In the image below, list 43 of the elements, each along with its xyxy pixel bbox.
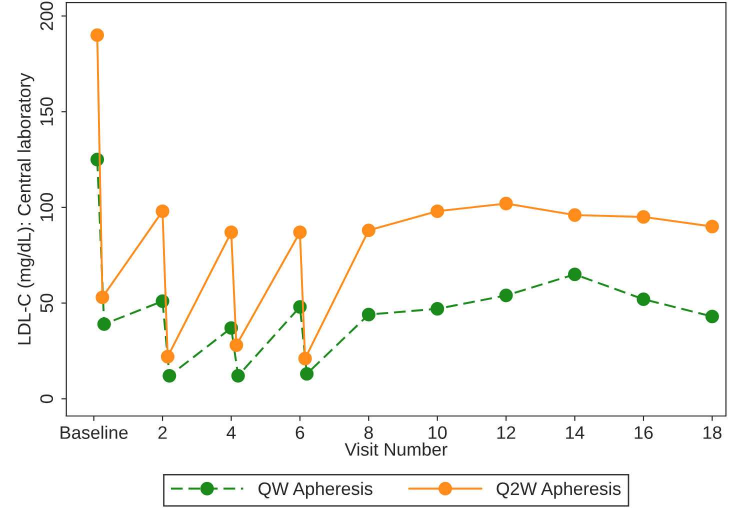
legend-label: Q2W Apheresis: [496, 482, 621, 499]
point: [156, 204, 170, 218]
point: [568, 208, 582, 222]
point: [230, 338, 244, 352]
point: [293, 225, 307, 240]
point: [430, 302, 444, 316]
point: [162, 369, 176, 383]
point: [231, 369, 245, 383]
legend-label: QW Apheresis: [258, 482, 372, 499]
point: [499, 288, 513, 302]
point: [300, 367, 314, 381]
x-tick-label: 18: [704, 426, 722, 439]
x-tick-label: 4: [226, 426, 236, 439]
x-tick-label: 14: [566, 426, 584, 439]
x-tick-label: 8: [364, 426, 373, 439]
y-tick-label: 100: [40, 193, 54, 222]
point: [705, 220, 719, 234]
x-tick-label: 6: [296, 426, 304, 439]
y-tick-label: 200: [40, 2, 54, 30]
point: [96, 290, 110, 304]
point: [90, 28, 104, 42]
point: [636, 210, 650, 224]
point: [568, 268, 582, 282]
x-tick-label: 10: [428, 426, 447, 439]
y-tick-label: 0: [40, 394, 54, 404]
x-axis-title: Visit Number: [344, 442, 448, 456]
x-tick-label: 16: [634, 426, 653, 439]
point: [499, 196, 513, 210]
x-tick-label: 2: [158, 426, 167, 439]
y-axis-title: LDL-C (mg/dL): Central laboratory: [17, 72, 34, 344]
point: [636, 292, 650, 306]
point: [298, 352, 312, 366]
x-tick-label: Baseline: [60, 426, 128, 439]
point: [362, 224, 376, 238]
point: [160, 350, 174, 364]
point: [97, 317, 111, 331]
x-tick-label: 12: [497, 426, 516, 439]
point: [430, 204, 444, 218]
y-tick-label: 150: [40, 97, 54, 126]
y-tick-label: 50: [40, 294, 54, 312]
point: [362, 308, 376, 322]
point: [224, 225, 238, 240]
point: [705, 310, 719, 324]
